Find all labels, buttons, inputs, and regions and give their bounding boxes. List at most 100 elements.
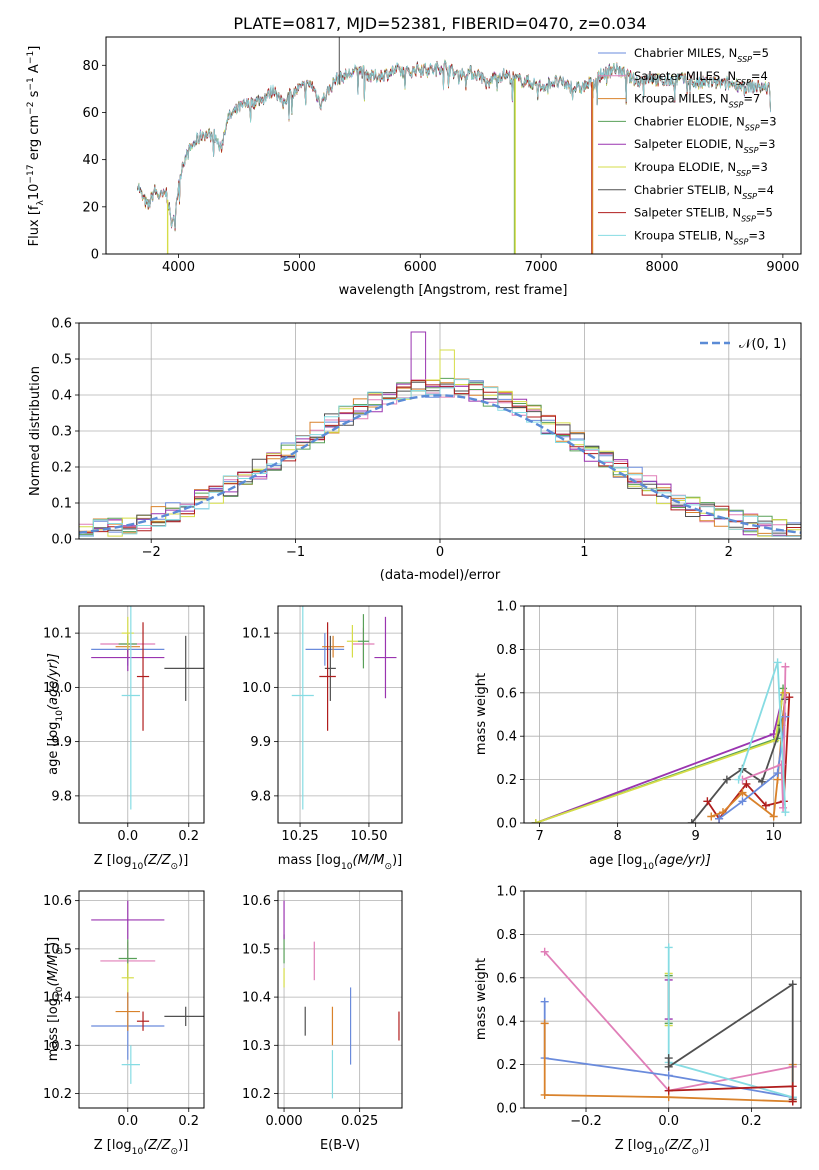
y-tick-label: 0.2: [51, 461, 72, 476]
x-tick-label: 0.0: [658, 1114, 679, 1129]
y-tick-label: 1.0: [496, 885, 517, 900]
legend-label: Kroupa ELODIE, NSSP=3: [634, 160, 768, 178]
weight-marker: [540, 1090, 549, 1099]
spectrum-line: [137, 59, 771, 229]
y-tick-label: 60: [82, 106, 99, 121]
x-tick-label: 8000: [645, 260, 678, 275]
errorbar-point: [121, 606, 140, 810]
x-tick-label: 4000: [162, 260, 195, 275]
x-tick-label: 6000: [404, 260, 437, 275]
histogram-step: [79, 349, 801, 537]
y-tick-label: 10.2: [242, 1087, 271, 1102]
weight-marker: [738, 788, 747, 797]
y-axis-label: Flux [fλ10−17 erg cm−2 s−1 A−1]: [26, 46, 46, 247]
weight-marker: [707, 812, 716, 821]
errorbar-point: [291, 606, 314, 810]
y-tick-label: 10.2: [43, 1087, 72, 1102]
legend-label: Chabrier ELODIE, NSSP=3: [634, 114, 777, 131]
histogram-step: [79, 377, 801, 537]
x-tick-label: 9000: [766, 260, 799, 275]
x-axis-label: E(B-V): [320, 1138, 360, 1153]
y-tick-label: 10.5: [43, 942, 72, 957]
residual-legend: 𝒩(0, 1): [700, 337, 786, 352]
y-tick-label: 10.1: [242, 627, 271, 642]
y-tick-label: 10.3: [242, 1039, 271, 1054]
plot-area-age_vs_Z: [91, 606, 204, 810]
x-tick-label: 8: [613, 829, 621, 844]
weight-marker: [531, 819, 540, 823]
x-axis-label: Z [log10(Z/Z⊙)]: [94, 1138, 189, 1157]
x-tick-label: 0: [436, 545, 444, 560]
weight-series: [664, 980, 797, 1104]
plot-area-age_vs_mass: [291, 606, 397, 810]
errorbar-point: [136, 1011, 150, 1031]
plot-area-mass_vs_EBV: [283, 900, 400, 1099]
weight-marker: [788, 980, 797, 989]
y-axis-label: mass weight: [474, 958, 489, 1040]
y-tick-label: 0.2: [496, 1058, 517, 1073]
x-tick-label: 0.000: [265, 1114, 302, 1129]
legend-label: Kroupa STELIB, NSSP=3: [634, 228, 765, 246]
y-axis-label: mass weight: [474, 673, 489, 755]
errorbar-point: [121, 616, 134, 650]
x-tick-label: 0.2: [741, 1114, 762, 1129]
axes-frame: [105, 36, 802, 255]
y-tick-label: 0.6: [51, 317, 72, 332]
weight-marker: [742, 779, 751, 788]
y-tick-label: 40: [82, 153, 99, 168]
axes-frame: [78, 605, 205, 824]
x-tick-label: 10.50: [350, 829, 387, 844]
weight-marker: [734, 775, 743, 784]
x-tick-label: 0.2: [178, 1114, 199, 1129]
weight-marker: [540, 997, 549, 1006]
weight-series: [531, 690, 788, 823]
weight-series: [664, 1082, 797, 1106]
weight-marker: [788, 1082, 797, 1091]
errorbar-point: [324, 635, 336, 701]
axes-residuals: −2 −1 0 1 2 0.0 0.1 0.2 0.3 0.4 0.5 0.6 𝒩(0, 1) (data…: [28, 317, 802, 583]
histogram-step: [79, 380, 801, 537]
x-axis-label: Z [log10(Z/Z⊙)]: [615, 1138, 710, 1157]
normal-curve: [79, 394, 801, 534]
y-tick-label: 10.0: [43, 681, 72, 696]
weight-marker: [781, 808, 790, 817]
spectrum-legend: Chabrier MILES, NSSP=5 Salpeter MILES, NS…: [598, 46, 777, 246]
errorbar-point: [121, 1045, 140, 1084]
plot-area-residuals: [79, 331, 801, 537]
y-tick-label: 0.4: [496, 1015, 517, 1030]
axes-weights_vs_Z: −0.2 0.0 0.2 0.0 0.2 0.4 0.6 0.8 1.0 Z [log10(Z/Z…: [474, 885, 802, 1157]
y-tick-label: 10.6: [242, 894, 271, 909]
weight-line: [710, 692, 787, 819]
axes-weights_vs_age: 7 8 9 10 0.0 0.2 0.4 0.6 0.8 1.0 age [log10(age/yr…: [474, 600, 802, 872]
weight-line: [667, 982, 794, 1100]
axes-frame: [78, 322, 802, 540]
y-axis-label: age [log10(age/yr)]: [46, 653, 65, 775]
legend-label: Chabrier STELIB, NSSP=4: [634, 183, 774, 201]
legend-label: Chabrier MILES, NSSP=5: [634, 46, 769, 64]
errorbar-point: [91, 900, 165, 940]
weight-marker: [687, 819, 696, 823]
errorbar-point: [322, 635, 345, 658]
y-tick-label: 9.9: [250, 735, 271, 750]
weight-marker: [715, 814, 724, 823]
errorbar-point: [164, 1006, 204, 1027]
errorbar-point: [121, 963, 134, 993]
errorbar-point: [136, 622, 150, 731]
x-tick-label: 1: [580, 545, 588, 560]
y-axis-label: mass [log10(M/M⊙)]: [46, 937, 65, 1061]
y-tick-label: 0.3: [51, 425, 72, 440]
weight-series: [734, 658, 790, 817]
y-tick-label: 9.8: [250, 789, 271, 804]
weight-marker: [664, 1086, 673, 1095]
x-axis-label: (data-model)/error: [380, 568, 501, 583]
x-tick-label: 2: [725, 545, 733, 560]
errorbar-point: [346, 624, 358, 658]
weight-marker: [788, 1097, 797, 1106]
errorbar-point: [305, 633, 345, 666]
errorbar-point: [115, 992, 140, 1031]
axes-mass_vs_EBV: 0.000 0.025 10.2 10.3 10.4 10.5 10.6 E(B-V): [242, 890, 403, 1153]
y-tick-label: 20: [82, 200, 99, 215]
axes-spectrum: 4000 5000 6000 7000 8000 9000 0 20 40 60 80 Chabrie…: [26, 36, 802, 298]
y-tick-label: 0: [91, 248, 99, 263]
axes-mass_vs_Z: 0.0 0.2 10.2 10.3 10.4 10.5 10.6 Z [log10(Z/Z⊙)…: [43, 890, 205, 1157]
